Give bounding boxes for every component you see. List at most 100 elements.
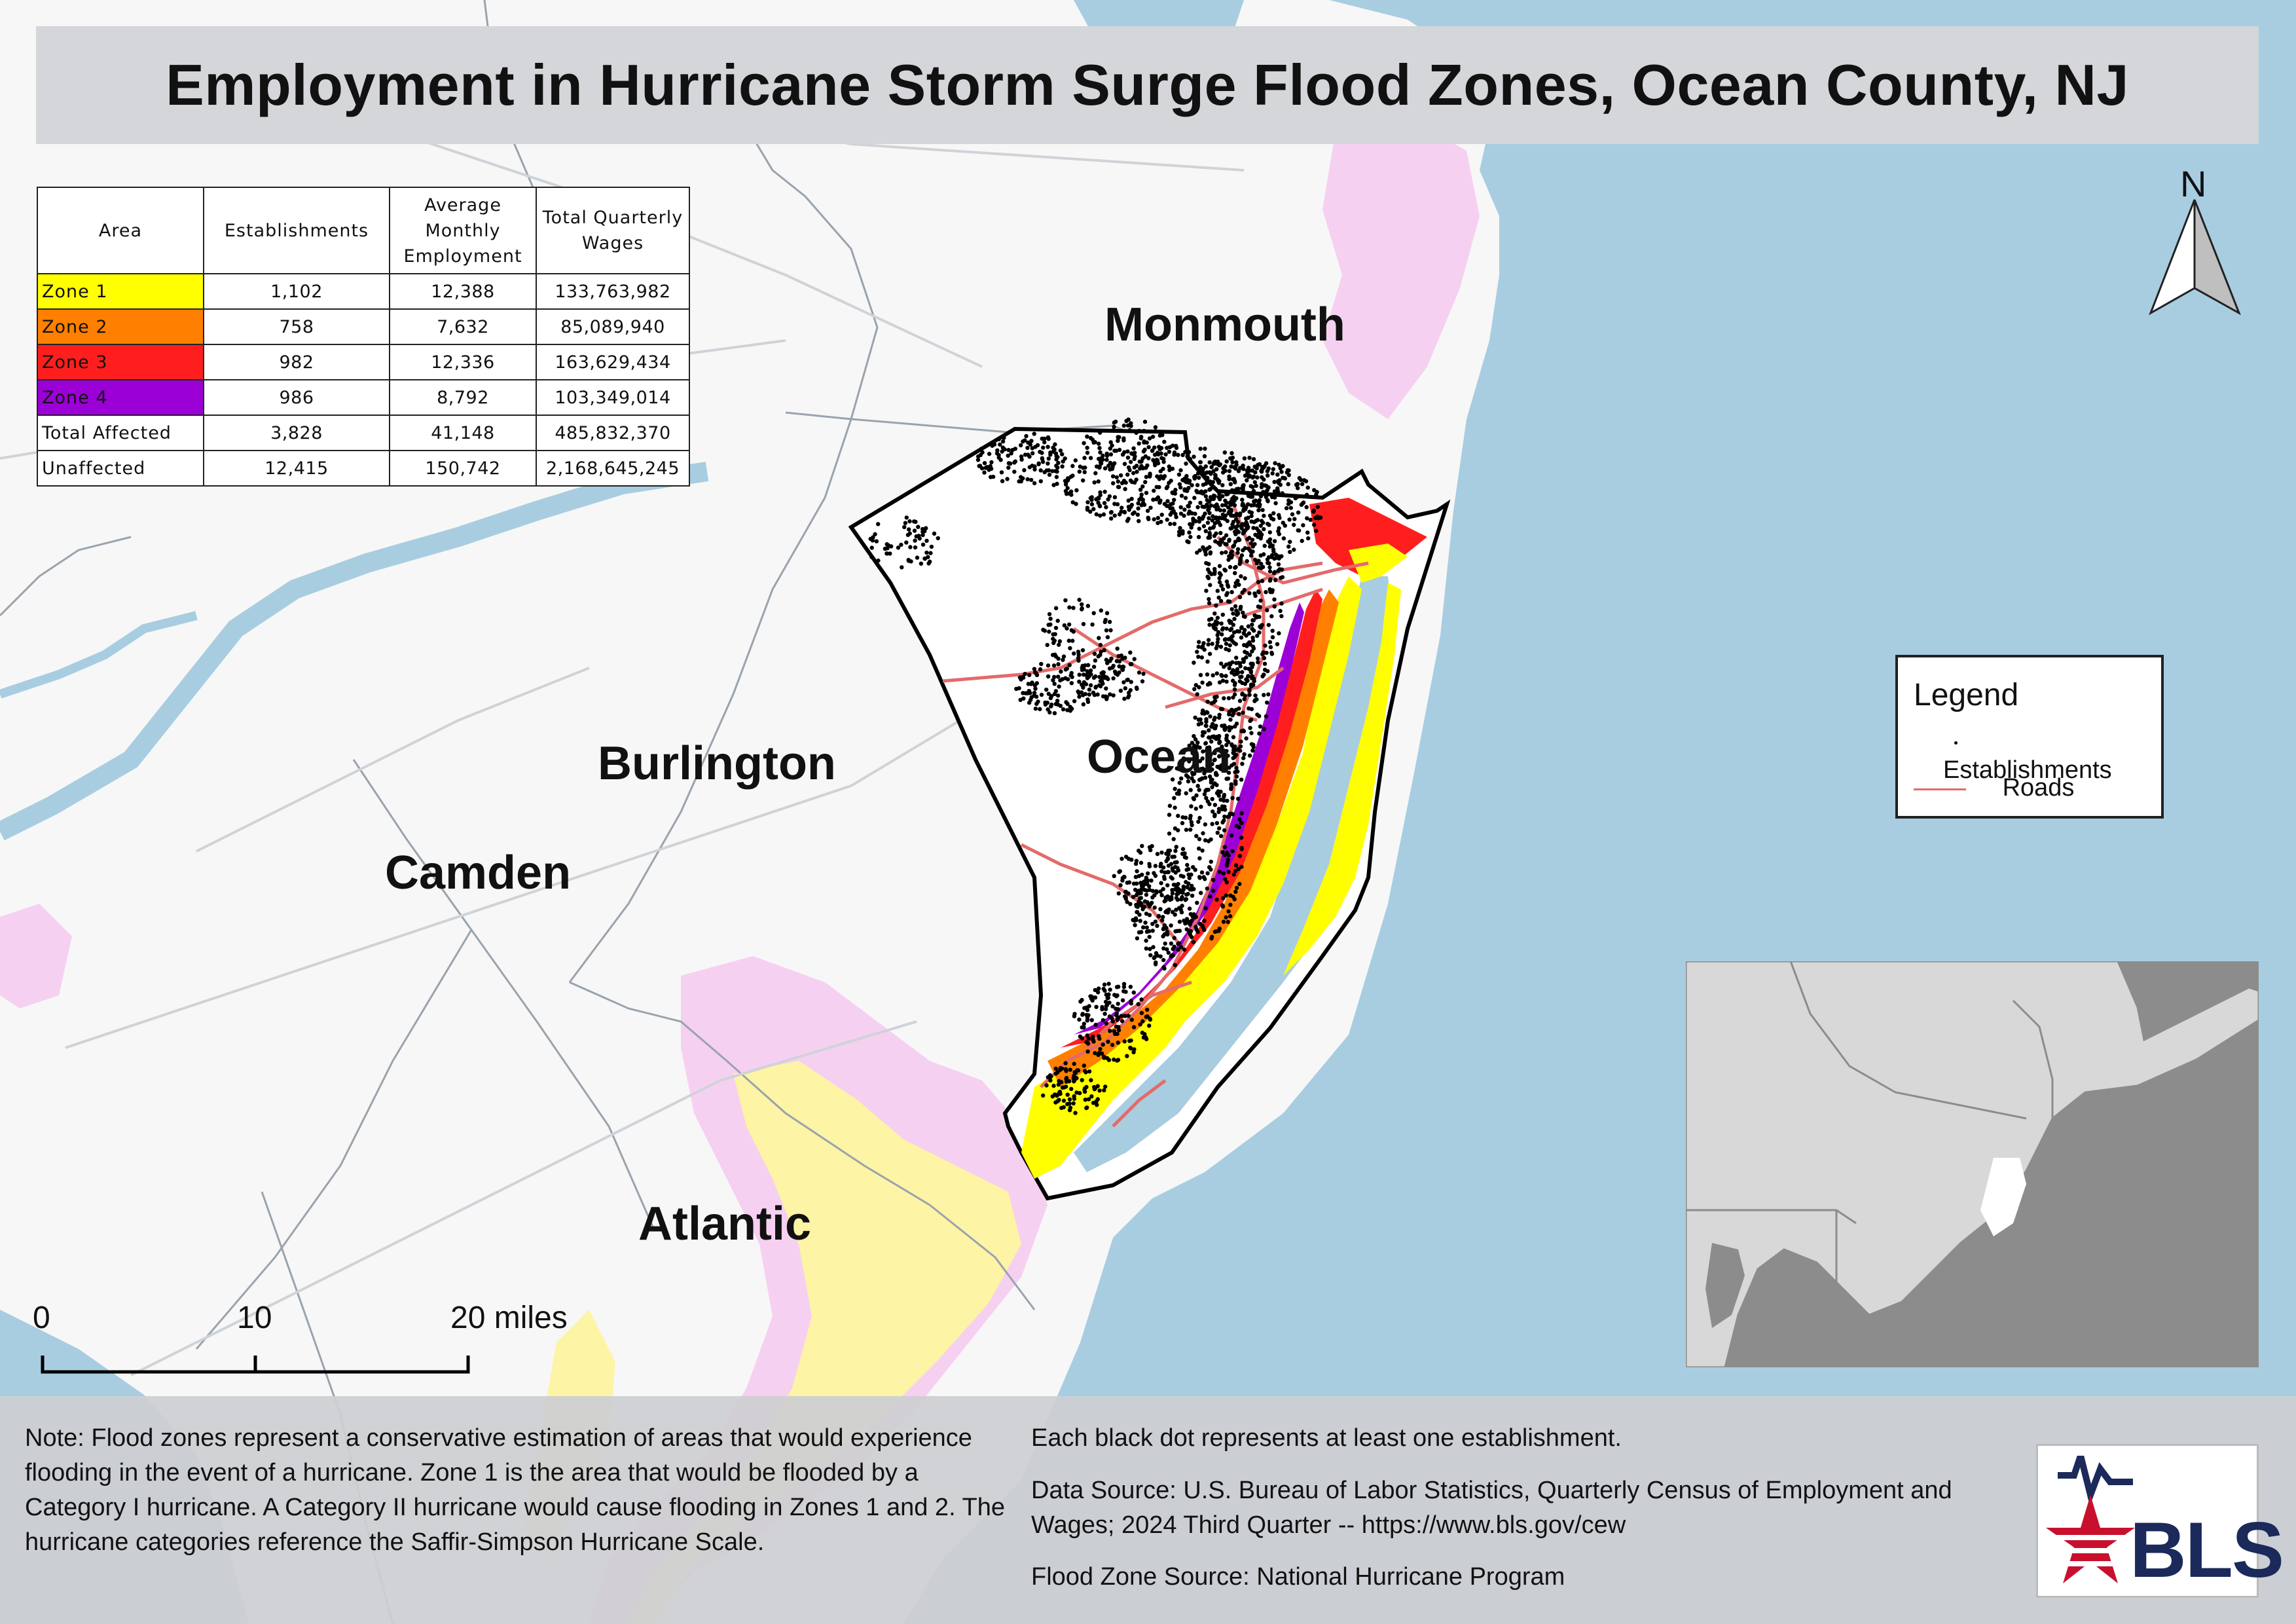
establishment-dot: [1236, 536, 1241, 541]
establishment-dot: [1106, 1039, 1110, 1044]
establishment-dot: [1176, 532, 1182, 538]
establishment-dot: [1086, 1097, 1091, 1101]
establishment-dot: [1082, 1022, 1087, 1026]
establishment-dot: [926, 555, 930, 559]
establishment-dot: [1232, 617, 1237, 621]
establishment-dot: [1051, 1083, 1056, 1088]
establishment-dot: [1208, 714, 1212, 719]
establishment-dot: [1184, 828, 1189, 832]
establishment-dot: [1273, 501, 1278, 506]
establishment-dot: [977, 464, 983, 468]
establishment-dot: [1148, 902, 1153, 907]
establishment-dot: [1116, 435, 1120, 439]
establishment-dot: [1084, 1105, 1089, 1111]
establishment-dot: [976, 454, 981, 459]
establishment-dot: [1240, 762, 1245, 766]
establishment-dot: [1097, 986, 1101, 991]
establishment-dot: [1110, 443, 1114, 448]
establishment-dot: [1058, 1065, 1063, 1071]
establishment-dot: [1241, 659, 1246, 664]
establishment-dot: [1127, 507, 1131, 512]
establishment-dot: [1198, 500, 1203, 506]
establishment-dot: [1262, 667, 1267, 672]
ocean-flood-zones: [1021, 498, 1427, 1179]
establishment-dot: [1173, 963, 1178, 967]
establishment-dot: [1114, 1006, 1118, 1011]
establishment-dot: [1213, 619, 1218, 624]
establishment-dot: [1230, 522, 1235, 527]
establishment-dot: [1072, 1070, 1077, 1075]
establishment-dot: [1190, 483, 1194, 488]
establishment-dot: [1256, 656, 1260, 661]
establishment-dot: [1184, 791, 1188, 796]
establishment-dot: [1172, 521, 1177, 526]
establishment-dot: [1154, 960, 1158, 965]
establishment-dot: [1078, 464, 1083, 469]
establishment-dot: [1244, 505, 1248, 510]
establishment-dot: [1242, 752, 1247, 757]
establishment-dot: [1153, 429, 1158, 434]
establishment-dot: [1298, 477, 1303, 483]
establishment-dot: [1279, 614, 1284, 619]
establishment-dot: [1157, 445, 1161, 449]
establishment-dot: [1117, 670, 1121, 675]
establishment-dot: [1221, 871, 1226, 876]
establishment-dot: [1197, 815, 1202, 821]
establishment-dot: [1063, 598, 1068, 602]
establishment-dot: [1000, 445, 1006, 450]
establishment-dot: [1168, 521, 1173, 526]
establishment-dot: [1053, 606, 1059, 610]
establishment-dot: [1065, 701, 1070, 707]
establishment-dot: [1128, 902, 1133, 906]
establishment-dot: [1212, 814, 1217, 819]
scale-label-20: 20 miles: [450, 1301, 568, 1335]
establishment-dot: [1126, 857, 1131, 861]
establishment-dot: [1259, 485, 1264, 490]
establishment-dot: [1138, 1022, 1142, 1027]
establishment-dot: [1162, 439, 1167, 444]
establishment-dot: [1240, 670, 1245, 674]
establishment-dot: [1072, 651, 1076, 656]
establishment-dot: [1272, 539, 1277, 544]
establishment-dot: [1139, 930, 1144, 934]
establishment-dot: [1115, 502, 1120, 507]
establishment-dot: [1275, 642, 1280, 646]
establishment-dot: [1222, 798, 1226, 803]
establishment-dot: [1212, 734, 1216, 739]
establishment-dot: [1222, 567, 1227, 572]
establishment-dot: [998, 458, 1003, 462]
establishment-dot: [1224, 748, 1229, 754]
establishment-dot: [1060, 464, 1065, 469]
establishment-dot: [1123, 487, 1127, 491]
establishment-dot: [1165, 894, 1170, 899]
establishment-dot: [1164, 486, 1169, 490]
establishment-dot: [1272, 597, 1277, 602]
establishment-dot: [1246, 674, 1250, 678]
establishment-dot: [1088, 456, 1093, 460]
establishment-dot: [1161, 456, 1166, 461]
establishment-dot: [1238, 664, 1243, 669]
establishment-dot: [1150, 921, 1155, 927]
establishment-dot: [1065, 1092, 1070, 1097]
establishment-dot: [1288, 506, 1294, 510]
establishment-dot: [1121, 436, 1126, 441]
establishment-dot: [912, 528, 917, 533]
establishment-dot: [1277, 631, 1281, 636]
establishment-dot: [1212, 534, 1217, 538]
establishment-dot: [1057, 1079, 1061, 1084]
road-line-icon: [1914, 788, 1966, 790]
establishment-dot: [1228, 482, 1233, 487]
establishment-dot: [1230, 742, 1234, 747]
establishment-dot: [1129, 1046, 1133, 1051]
establishment-dot: [1127, 880, 1132, 885]
establishment-dot: [1089, 502, 1095, 507]
establishment-dot: [1223, 637, 1228, 642]
establishment-dot: [1150, 434, 1156, 439]
establishment-dot: [1266, 692, 1271, 697]
area-cell: Zone 3: [37, 344, 204, 380]
establishment-dot: [1277, 515, 1282, 520]
establishment-dot: [1190, 772, 1195, 777]
establishment-dot: [1224, 915, 1228, 920]
establishment-dot: [1203, 494, 1209, 499]
establishment-dot: [1187, 530, 1192, 535]
